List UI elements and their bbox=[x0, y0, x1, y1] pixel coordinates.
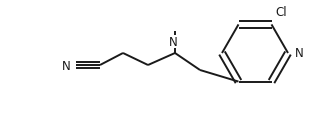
Text: N: N bbox=[169, 36, 177, 49]
Text: N: N bbox=[62, 59, 71, 72]
Text: N: N bbox=[295, 47, 304, 60]
Text: Cl: Cl bbox=[276, 6, 287, 19]
